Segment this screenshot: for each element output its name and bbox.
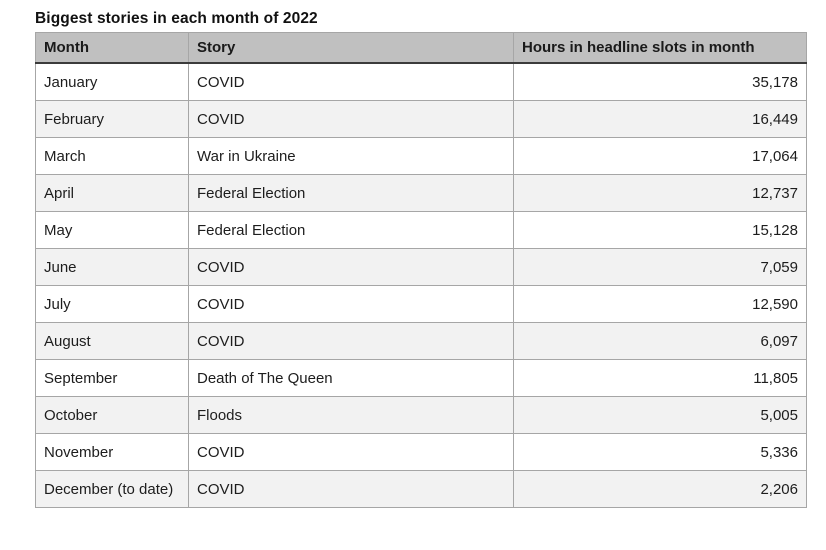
month-cell: February	[35, 100, 189, 138]
month-cell: July	[35, 285, 189, 323]
story-cell: Federal Election	[188, 211, 514, 249]
column-header-month: Month	[35, 32, 189, 64]
table-row: February COVID 16,449	[35, 100, 807, 138]
table-body: January COVID 35,178 February COVID 16,449 Mar…	[35, 62, 807, 508]
hours-cell: 6,097	[513, 322, 807, 360]
hours-cell: 17,064	[513, 137, 807, 175]
table-row: July COVID 12,590	[35, 285, 807, 323]
column-header-hours: Hours in headline slots in month	[513, 32, 807, 64]
story-cell: COVID	[188, 285, 514, 323]
story-cell: COVID	[188, 248, 514, 286]
month-cell: January	[35, 62, 189, 101]
story-cell: War in Ukraine	[188, 137, 514, 175]
hours-cell: 2,206	[513, 470, 807, 508]
page-title: Biggest stories in each month of 2022	[35, 10, 318, 27]
table-row: August COVID 6,097	[35, 322, 807, 360]
hours-cell: 12,737	[513, 174, 807, 212]
story-cell: COVID	[188, 322, 514, 360]
month-cell: August	[35, 322, 189, 360]
table-row: December (to date) COVID 2,206	[35, 470, 807, 508]
month-cell: June	[35, 248, 189, 286]
month-cell: March	[35, 137, 189, 175]
month-cell: September	[35, 359, 189, 397]
table-row: November COVID 5,336	[35, 433, 807, 471]
hours-cell: 35,178	[513, 62, 807, 101]
month-cell: October	[35, 396, 189, 434]
story-cell: COVID	[188, 62, 514, 101]
table-row: April Federal Election 12,737	[35, 174, 807, 212]
hours-cell: 5,336	[513, 433, 807, 471]
hours-cell: 16,449	[513, 100, 807, 138]
table-row: May Federal Election 15,128	[35, 211, 807, 249]
table-row: June COVID 7,059	[35, 248, 807, 286]
column-header-story: Story	[188, 32, 514, 64]
story-cell: COVID	[188, 433, 514, 471]
month-cell: May	[35, 211, 189, 249]
header-row: Month Story Hours in headline slots in m…	[35, 32, 807, 64]
biggest-stories-table: Month Story Hours in headline slots in m…	[35, 32, 807, 508]
table-section: Biggest stories in each month of 2022 Mo…	[35, 9, 807, 508]
table-row: October Floods 5,005	[35, 396, 807, 434]
hours-cell: 5,005	[513, 396, 807, 434]
hours-cell: 15,128	[513, 211, 807, 249]
month-cell: November	[35, 433, 189, 471]
hours-cell: 12,590	[513, 285, 807, 323]
story-cell: COVID	[188, 470, 514, 508]
table-header: Month Story Hours in headline slots in m…	[35, 32, 807, 64]
story-cell: Death of The Queen	[188, 359, 514, 397]
hours-cell: 11,805	[513, 359, 807, 397]
story-cell: COVID	[188, 100, 514, 138]
table-row: September Death of The Queen 11,805	[35, 359, 807, 397]
table-row: January COVID 35,178	[35, 62, 807, 101]
month-cell: December (to date)	[35, 470, 189, 508]
table-row: March War in Ukraine 17,064	[35, 137, 807, 175]
story-cell: Floods	[188, 396, 514, 434]
hours-cell: 7,059	[513, 248, 807, 286]
story-cell: Federal Election	[188, 174, 514, 212]
month-cell: April	[35, 174, 189, 212]
